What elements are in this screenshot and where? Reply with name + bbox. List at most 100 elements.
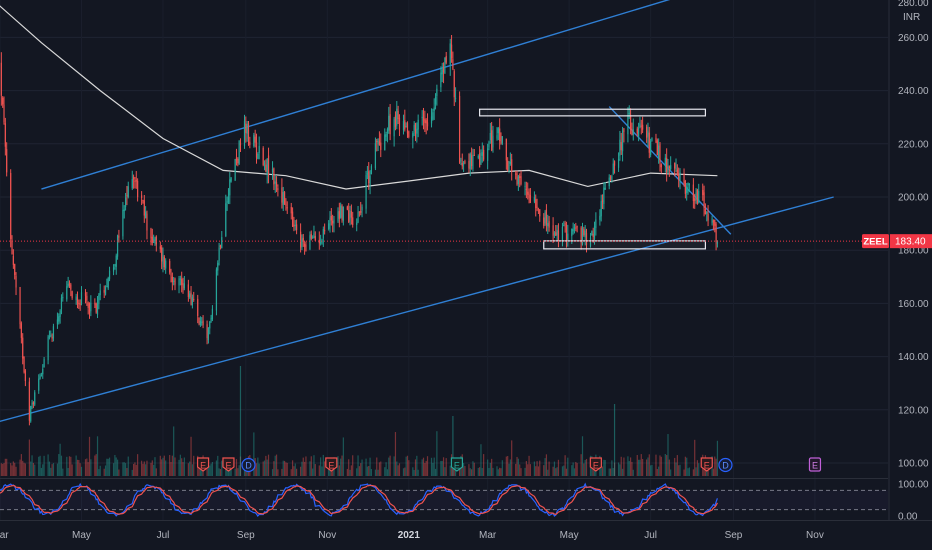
candle-body [123,209,125,211]
volume-bar [86,458,88,476]
dividend-marker[interactable]: D [718,457,733,473]
candle-body [695,192,697,201]
volume-bar [655,454,657,476]
volume-bar [190,436,192,476]
candle-body [206,324,208,339]
time-axis[interactable]: Mar May Jul Sep Nov 2021 Mar May Jul Sep Nov [0,520,932,550]
volume-bar [141,460,143,476]
candle-body [197,298,199,317]
dividend-marker[interactable]: D [241,457,256,473]
time-axis-background [0,521,932,550]
candle-body [68,282,71,286]
volume-bar [181,458,183,476]
symbol-tag[interactable] [862,234,889,249]
candle-body [533,197,535,202]
volume-bar [217,455,219,476]
earnings-marker[interactable]: E [325,457,338,472]
volume-bar [442,457,445,476]
volume-bar [511,440,513,476]
trendline-channel-lower[interactable] [0,196,834,423]
trendline-descending-resistance[interactable] [608,106,732,235]
candle-body [78,302,80,305]
candle-body [182,282,184,291]
candle-body [163,256,165,268]
candle-body [227,196,230,203]
volume-bar [348,459,350,476]
candle-body [75,296,77,300]
candle-body [235,157,238,161]
trendlines[interactable] [0,0,834,423]
candle-body [660,164,662,168]
candle-body [561,226,564,242]
earnings-marker[interactable]: E [450,457,464,472]
support-zone[interactable] [543,240,707,250]
volume-bar [604,460,606,476]
candle-body [507,160,509,172]
volume-bar [58,454,60,476]
volume-bar [15,466,17,476]
candle-body [23,356,25,372]
candle-body [87,302,89,308]
volume-bar [508,463,510,476]
volume-bar [87,462,89,476]
volume-bar [507,456,509,476]
volume-bar [179,454,181,476]
candle-body [285,204,287,206]
candle-body [591,231,593,236]
candle-body [230,177,232,182]
candle-body [430,116,433,124]
volume-bar [169,455,171,476]
candle-body [535,199,537,208]
volume-bar [19,459,21,476]
volume-bar [360,463,362,476]
candle-body [404,120,406,130]
candle-body [58,316,60,322]
candle-body [295,224,298,231]
volume-bar [294,463,296,476]
volume-bar [358,466,360,476]
candle-body [294,224,296,226]
volume-bar [613,404,616,476]
candle-body [337,211,339,222]
volume-bar [679,464,681,476]
candle-body [0,62,2,96]
volume-bar [146,460,148,476]
candle-body [162,255,164,264]
volume-bar [159,455,161,476]
volume-bar [603,459,605,476]
resistance-zone[interactable] [479,108,707,117]
candle-body [629,115,632,131]
candle-body [338,211,340,219]
earnings-marker[interactable]: E [589,457,602,472]
volume-bar [433,457,435,476]
volume-bar [243,467,246,476]
volume-bar [535,466,537,476]
candle-body [198,317,200,325]
candle-body [15,275,17,288]
earnings-marker[interactable]: E [700,457,713,472]
last-price-tag[interactable] [890,234,932,249]
volume-bar [98,469,100,476]
candle-body [659,143,661,163]
candle-body [62,297,64,299]
candle-body [472,154,474,169]
volume-bar [321,466,323,476]
candle-body [171,276,173,283]
candle-body [651,137,653,141]
moving-average [0,5,718,190]
candle-body [143,200,145,216]
volume-bar [191,464,193,476]
trendline-channel-upper[interactable] [41,0,676,190]
currency-label: INR [903,12,920,23]
candle-body [553,233,556,235]
earnings-marker[interactable]: E [222,457,235,472]
volume-bar [145,464,147,476]
price-axis[interactable]: 280.00INR260.00240.00220.00200.00180.001… [862,0,932,523]
candle-body [313,233,315,239]
earnings-marker[interactable]: E [808,457,822,472]
candle-body [454,97,457,99]
volume-bar [406,455,409,476]
earnings-marker[interactable]: E [196,457,210,472]
